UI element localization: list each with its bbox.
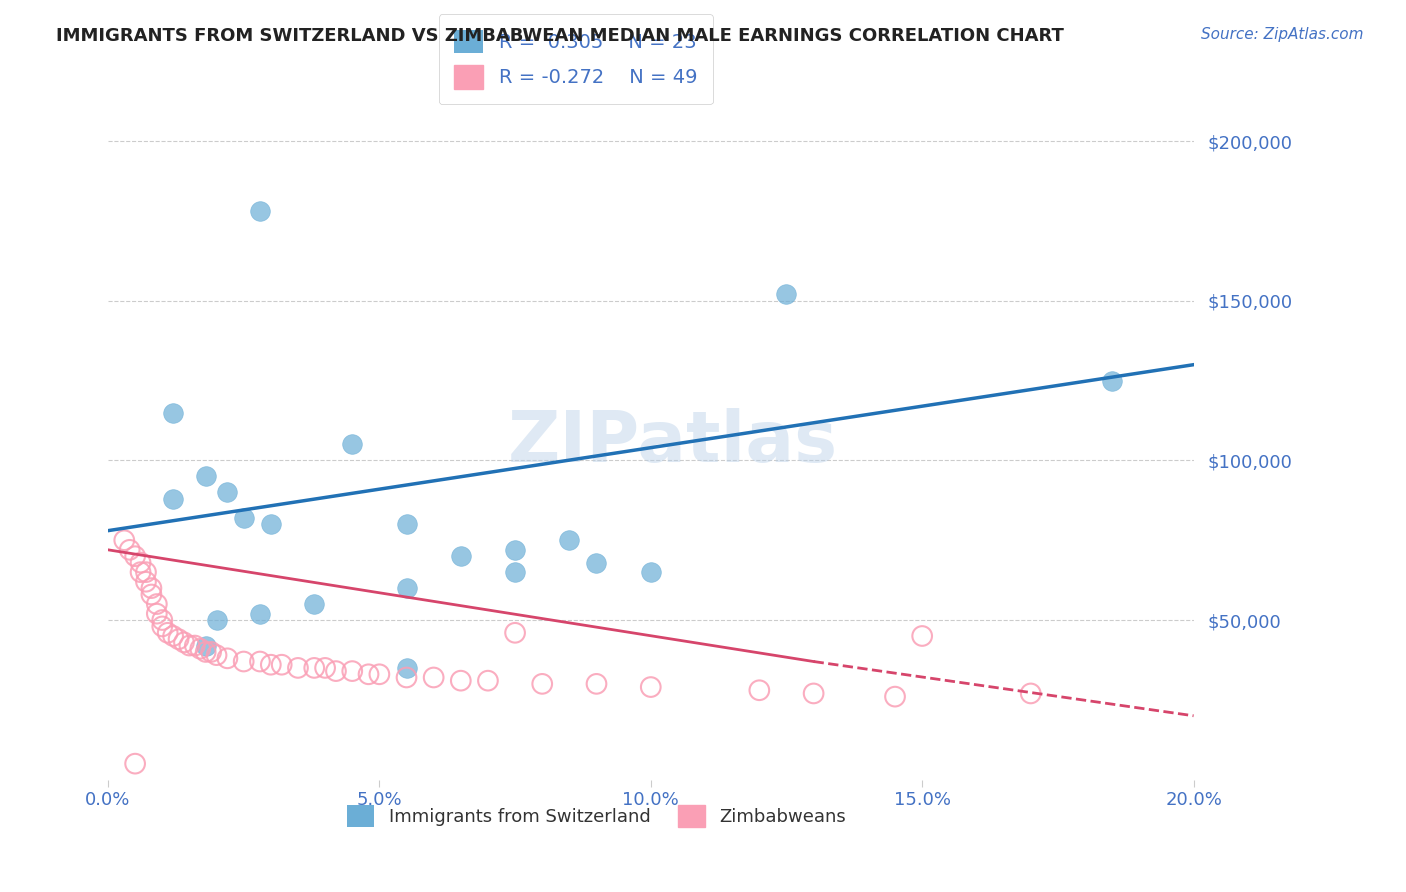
Point (156, 625, 179, 640)
Point (314, 661, 336, 675)
Point (395, 671, 418, 685)
Point (179, 639, 201, 653)
Point (129, 556, 152, 570)
Point (162, 629, 184, 643)
Point (173, 635, 195, 649)
Point (342, 664, 364, 678)
Point (129, 565, 152, 579)
Point (503, 542, 526, 557)
Point (200, 645, 222, 659)
Point (135, 574, 157, 589)
Point (194, 639, 217, 653)
Point (342, 437, 364, 451)
Point (162, 491, 184, 506)
Point (184, 639, 207, 653)
Point (477, 673, 499, 688)
Text: Source: ZipAtlas.com: Source: ZipAtlas.com (1201, 27, 1364, 42)
Text: IMMIGRANTS FROM SWITZERLAND VS ZIMBABWEAN MEDIAN MALE EARNINGS CORRELATION CHART: IMMIGRANTS FROM SWITZERLAND VS ZIMBABWEA… (56, 27, 1064, 45)
Legend: Immigrants from Switzerland, Zimbabweans: Immigrants from Switzerland, Zimbabweans (340, 797, 853, 834)
Point (775, 287, 797, 301)
Point (150, 613, 173, 627)
Point (304, 661, 326, 675)
Text: ZIPatlas: ZIPatlas (508, 408, 838, 477)
Point (150, 619, 173, 633)
Point (395, 517, 418, 532)
Point (141, 587, 163, 601)
Point (1101, 374, 1123, 388)
Point (167, 632, 190, 647)
Point (141, 581, 163, 595)
Point (135, 565, 157, 579)
Point (640, 680, 662, 694)
Point (217, 651, 239, 665)
Point (118, 542, 141, 557)
Point (884, 690, 907, 704)
Point (232, 655, 254, 669)
Point (249, 204, 271, 219)
Point (205, 648, 228, 662)
Point (1019, 686, 1042, 700)
Point (585, 556, 607, 570)
Point (395, 581, 418, 595)
Point (162, 406, 184, 420)
Point (450, 673, 472, 688)
Point (803, 686, 825, 700)
Point (194, 469, 217, 483)
Point (503, 625, 526, 640)
Point (531, 677, 554, 691)
Point (748, 683, 770, 698)
Point (146, 597, 169, 611)
Point (640, 565, 662, 579)
Point (249, 655, 271, 669)
Point (217, 485, 239, 500)
Point (287, 661, 309, 675)
Point (395, 661, 418, 675)
Point (503, 565, 526, 579)
Point (249, 607, 271, 621)
Point (232, 511, 254, 525)
Point (188, 641, 211, 656)
Point (124, 756, 146, 771)
Point (146, 607, 169, 621)
Point (304, 597, 326, 611)
Point (124, 549, 146, 564)
Point (194, 645, 217, 659)
Point (260, 517, 283, 532)
Point (112, 533, 135, 548)
Point (260, 657, 283, 672)
Point (450, 549, 472, 564)
Point (205, 613, 228, 627)
Point (325, 664, 347, 678)
Point (911, 629, 934, 643)
Point (558, 533, 581, 548)
Point (422, 671, 444, 685)
Point (585, 677, 607, 691)
Point (270, 657, 292, 672)
Point (368, 667, 391, 681)
Point (357, 667, 380, 681)
